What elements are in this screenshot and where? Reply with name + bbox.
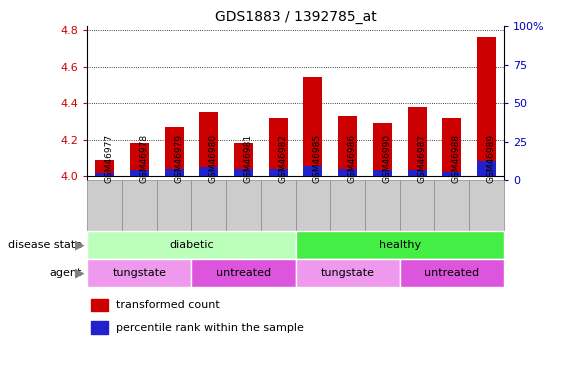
Text: GSM46979: GSM46979 (174, 134, 183, 183)
Bar (400, 180, 435, 231)
Bar (443, 172, 461, 176)
Text: untreated: untreated (425, 268, 479, 278)
Text: tungstate: tungstate (113, 268, 166, 278)
Bar (338, 169, 357, 176)
Bar (130, 143, 149, 176)
Title: GDS1883 / 1392785_at: GDS1883 / 1392785_at (215, 10, 377, 24)
Text: GSM46977: GSM46977 (105, 134, 114, 183)
Bar (408, 170, 427, 176)
Text: GSM46981: GSM46981 (243, 134, 252, 183)
Bar (269, 118, 288, 176)
Bar (469, 180, 504, 231)
Bar (91, 299, 108, 312)
Bar (199, 112, 218, 176)
Bar (338, 116, 357, 176)
Bar (234, 143, 253, 176)
Text: ▶: ▶ (75, 266, 84, 279)
Bar (477, 37, 496, 176)
Bar (191, 259, 296, 287)
Bar (303, 166, 323, 176)
Bar (330, 180, 365, 231)
Bar (234, 169, 253, 176)
Text: diabetic: diabetic (169, 240, 214, 250)
Bar (261, 180, 296, 231)
Bar (199, 167, 218, 176)
Text: agent: agent (49, 268, 82, 278)
Text: GSM46987: GSM46987 (417, 134, 426, 183)
Bar (157, 180, 191, 231)
Text: GSM46988: GSM46988 (452, 134, 461, 183)
Text: GSM46978: GSM46978 (140, 134, 148, 183)
Text: GSM46986: GSM46986 (348, 134, 356, 183)
Text: GSM46982: GSM46982 (278, 134, 287, 183)
Bar (164, 127, 184, 176)
Bar (408, 107, 427, 176)
Bar (95, 160, 114, 176)
Bar (164, 169, 184, 176)
Bar (373, 123, 392, 176)
Text: ▶: ▶ (75, 238, 84, 251)
Bar (87, 180, 122, 231)
Bar (373, 170, 392, 176)
Bar (91, 321, 108, 334)
Bar (191, 180, 226, 231)
Text: GSM46990: GSM46990 (382, 134, 391, 183)
Bar (87, 259, 191, 287)
Text: disease state: disease state (7, 240, 82, 250)
Text: healthy: healthy (379, 240, 421, 250)
Bar (365, 180, 400, 231)
Bar (122, 180, 157, 231)
Text: GSM46980: GSM46980 (209, 134, 218, 183)
Bar (269, 169, 288, 176)
Bar (477, 161, 496, 176)
Text: percentile rank within the sample: percentile rank within the sample (117, 322, 305, 333)
Text: GSM46985: GSM46985 (313, 134, 322, 183)
Bar (443, 118, 461, 176)
Bar (226, 180, 261, 231)
Bar (303, 78, 323, 176)
Text: untreated: untreated (216, 268, 271, 278)
Bar (296, 180, 330, 231)
Text: GSM46989: GSM46989 (486, 134, 495, 183)
Text: transformed count: transformed count (117, 300, 220, 310)
Bar (296, 231, 504, 259)
Bar (130, 170, 149, 176)
Bar (400, 259, 504, 287)
Bar (95, 173, 114, 176)
Text: tungstate: tungstate (321, 268, 374, 278)
Bar (87, 231, 296, 259)
Bar (435, 180, 469, 231)
Bar (296, 259, 400, 287)
